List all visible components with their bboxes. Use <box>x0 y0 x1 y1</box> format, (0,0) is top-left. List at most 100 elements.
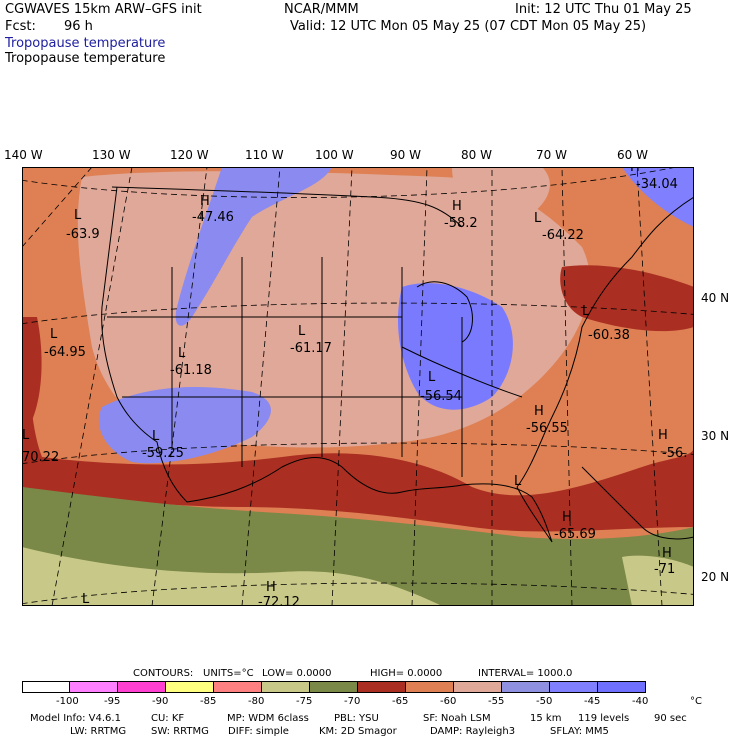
field-band-blue-southwest <box>98 387 271 464</box>
footer-sf: SF: Noah LSM <box>423 713 491 724</box>
legend-value: -55 <box>488 696 505 707</box>
contours-low: LOW= 0.0000 <box>262 668 332 679</box>
extrema-labels: L -63.9 H -47.46 H -58.2 L -64.22 L -64.… <box>22 167 687 606</box>
field-band-darkred-ne <box>560 265 694 332</box>
legend-swatch <box>358 681 406 693</box>
contours-high: HIGH= 0.0000 <box>370 668 443 679</box>
extremum-kind: L <box>82 592 90 606</box>
field-band-lightolive <box>22 547 442 606</box>
lon-label-130w: 130 W <box>92 148 131 162</box>
field-band-darkred-coast <box>22 317 42 437</box>
contours-units: UNITS=°C <box>203 668 254 679</box>
contours-interval: INTERVAL= 1000.0 <box>478 668 573 679</box>
map-frame <box>22 167 694 606</box>
legend-swatch <box>454 681 502 693</box>
extremum-kind: H <box>658 428 668 443</box>
legend-swatch <box>310 681 358 693</box>
footer-sflay: SFLAY: MM5 <box>550 726 609 737</box>
lon-label-90w: 90 W <box>390 148 421 162</box>
footer-mp: MP: WDM 6class <box>227 713 309 724</box>
extremum-kind: L <box>50 327 58 342</box>
legend-swatch <box>550 681 598 693</box>
extremum-value: -61.17 <box>290 341 332 356</box>
legend-value: -70 <box>344 696 361 707</box>
extremum-kind: L <box>178 346 186 361</box>
lat-label-40n: 40 N <box>701 291 730 305</box>
extremum-value: -64.22 <box>542 228 584 243</box>
legend-value: -100 <box>56 696 79 707</box>
lat-label-30n: 30 N <box>701 429 730 443</box>
field-band-blue-greatlakes <box>397 283 513 410</box>
field-band-pink-ne <box>452 167 550 227</box>
legend-swatch <box>262 681 310 693</box>
footer-sw: SW: RRTMG <box>151 726 209 737</box>
lon-label-140w: 140 W <box>4 148 43 162</box>
extremum-value: -56.54 <box>420 389 462 404</box>
field-title-secondary: Tropopause temperature <box>5 51 166 66</box>
legend-swatch <box>598 681 646 693</box>
legend-value: -50 <box>536 696 553 707</box>
lon-label-60w: 60 W <box>617 148 648 162</box>
extremum-kind: H <box>630 167 640 175</box>
lon-label-80w: 80 W <box>461 148 492 162</box>
valid-time: Valid: 12 UTC Mon 05 May 25 (07 CDT Mon … <box>290 19 647 34</box>
lon-label-110w: 110 W <box>245 148 284 162</box>
legend-swatch <box>118 681 166 693</box>
footer-cu: CU: KF <box>151 713 185 724</box>
extremum-value: -64.95 <box>44 345 86 360</box>
footer-damp: DAMP: Rayleigh3 <box>430 726 516 737</box>
lon-label-120w: 120 W <box>170 148 209 162</box>
extremum-value: -59.25 <box>142 446 184 461</box>
field-band-blue-west <box>175 167 332 326</box>
extremum-kind: H <box>562 510 572 525</box>
field-band-lightolive-east <box>622 555 694 606</box>
extremum-value: 70.22 <box>22 450 59 465</box>
init-time: Init: 12 UTC Thu 01 May 25 <box>515 2 692 17</box>
extremum-value: -56. <box>662 446 687 461</box>
lon-label-70w: 70 W <box>536 148 567 162</box>
footer-model-info: Model Info: V4.6.1 <box>30 713 121 724</box>
forecast-label: Fcst: <box>5 19 36 34</box>
footer-timestep: 90 sec <box>654 713 687 724</box>
legend-value: -85 <box>200 696 217 707</box>
footer-diff: DIFF: simple <box>228 726 289 737</box>
legend-swatch <box>502 681 550 693</box>
extremum-value: -58.2 <box>444 216 478 231</box>
legend-value: -95 <box>104 696 121 707</box>
legend-swatch <box>70 681 118 693</box>
extremum-kind: H <box>200 194 210 209</box>
field-band-blue-ne <box>622 167 694 227</box>
forecast-hour: 96 h <box>64 19 93 34</box>
legend-value: -45 <box>584 696 601 707</box>
legend-value: -40 <box>632 696 649 707</box>
extremum-kind: L <box>22 428 30 443</box>
extremum-value: -34.04 <box>636 177 678 192</box>
legend-value: -75 <box>296 696 313 707</box>
extremum-kind: L <box>428 370 436 385</box>
legend-value: -90 <box>152 696 169 707</box>
extremum-value: -61.18 <box>170 363 212 378</box>
extremum-kind: L <box>298 324 306 339</box>
legend-swatch <box>166 681 214 693</box>
tropopause-temperature-map: L -63.9 H -47.46 H -58.2 L -64.22 L -64.… <box>22 167 694 606</box>
lon-label-100w: 100 W <box>315 148 354 162</box>
contours-label: CONTOURS: <box>133 668 194 679</box>
graticule <box>22 167 694 606</box>
footer-pbl: PBL: YSU <box>334 713 379 724</box>
legend-swatch <box>406 681 454 693</box>
extremum-value: -60.38 <box>588 328 630 343</box>
footer-lw: LW: RRTMG <box>70 726 127 737</box>
lat-label-20n: 20 N <box>701 570 730 584</box>
color-legend <box>22 681 646 693</box>
extremum-kind: H <box>534 404 544 419</box>
legend-swatch <box>22 681 70 693</box>
extremum-value: -47.46 <box>192 210 234 225</box>
footer-levels: 119 levels <box>578 713 630 724</box>
footer-resolution: 15 km <box>530 713 562 724</box>
extremum-kind: L <box>74 208 82 223</box>
extremum-value: -72.12 <box>258 595 300 606</box>
extremum-value: -56.55 <box>526 421 568 436</box>
extremum-value: -63.9 <box>66 227 100 242</box>
legend-value: -60 <box>440 696 457 707</box>
extremum-kind: L <box>514 474 522 489</box>
